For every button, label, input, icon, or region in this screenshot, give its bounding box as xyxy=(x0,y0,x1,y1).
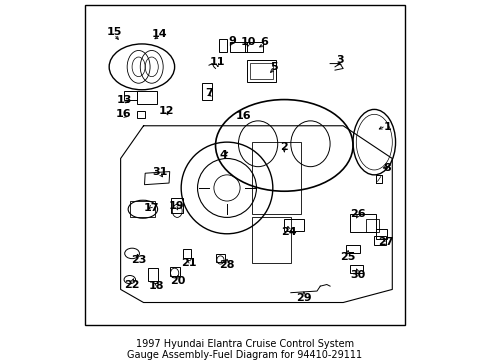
Text: 10: 10 xyxy=(241,37,256,47)
Text: 9: 9 xyxy=(228,36,236,46)
Text: 3: 3 xyxy=(336,55,343,65)
Text: 20: 20 xyxy=(170,276,186,286)
Bar xyxy=(346,245,360,253)
Polygon shape xyxy=(145,172,170,185)
Text: 18: 18 xyxy=(149,281,164,291)
Text: 6: 6 xyxy=(261,37,269,47)
Bar xyxy=(202,83,212,100)
Text: 7: 7 xyxy=(205,88,213,98)
Bar xyxy=(172,198,183,212)
Text: 26: 26 xyxy=(350,209,366,219)
Text: 30: 30 xyxy=(350,270,366,280)
Text: 23: 23 xyxy=(131,255,147,265)
Text: 25: 25 xyxy=(341,252,356,262)
Text: 16: 16 xyxy=(236,111,251,121)
Bar xyxy=(130,201,155,217)
Text: 1: 1 xyxy=(384,122,391,132)
Text: 28: 28 xyxy=(219,260,235,270)
Bar xyxy=(230,42,246,52)
Text: 24: 24 xyxy=(281,227,297,237)
Text: 22: 22 xyxy=(124,279,140,289)
Bar xyxy=(219,39,227,52)
Text: 21: 21 xyxy=(182,258,197,268)
Bar xyxy=(124,91,137,100)
Text: 16: 16 xyxy=(116,109,132,119)
Text: 29: 29 xyxy=(296,293,312,303)
Bar xyxy=(366,219,379,232)
Bar xyxy=(170,266,179,276)
Text: 17: 17 xyxy=(144,203,159,213)
Text: 11: 11 xyxy=(209,57,225,67)
Text: 2: 2 xyxy=(280,142,288,152)
Bar xyxy=(137,91,157,104)
Text: 5: 5 xyxy=(270,62,278,72)
Bar xyxy=(350,214,376,232)
Text: 1997 Hyundai Elantra Cruise Control System
Gauge Assembly-Fuel Diagram for 94410: 1997 Hyundai Elantra Cruise Control Syst… xyxy=(127,338,363,360)
Bar xyxy=(246,60,276,82)
Bar xyxy=(251,217,291,263)
Bar xyxy=(137,111,145,118)
Bar xyxy=(376,229,388,239)
Bar xyxy=(250,63,273,79)
Bar xyxy=(284,219,304,230)
Bar xyxy=(374,236,386,245)
Text: 19: 19 xyxy=(169,201,184,211)
Text: 14: 14 xyxy=(152,29,168,39)
Text: 31: 31 xyxy=(152,167,168,177)
Bar xyxy=(245,42,263,52)
Text: 12: 12 xyxy=(159,106,174,116)
Bar xyxy=(350,265,363,273)
Bar xyxy=(216,255,225,262)
Text: 15: 15 xyxy=(106,27,122,37)
Text: 4: 4 xyxy=(220,150,228,160)
FancyBboxPatch shape xyxy=(85,5,405,325)
Text: 8: 8 xyxy=(384,163,391,173)
Text: 27: 27 xyxy=(378,237,393,247)
Bar xyxy=(251,142,301,214)
Bar xyxy=(148,268,158,281)
Bar xyxy=(183,249,191,258)
Text: 13: 13 xyxy=(116,95,132,105)
